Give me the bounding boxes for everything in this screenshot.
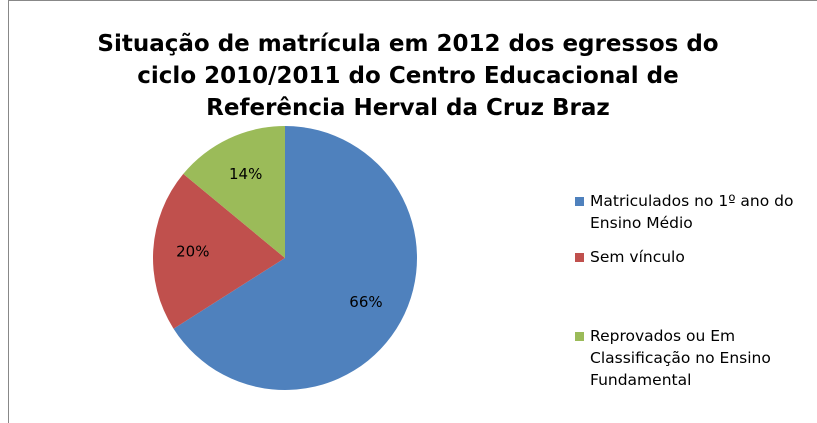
data-label: 66% <box>349 293 382 311</box>
legend-label: Reprovados ou Em Classificação no Ensino… <box>590 327 771 389</box>
pie-slice <box>183 126 285 258</box>
legend-label: Matriculados no 1º ano do Ensino Médio <box>590 192 794 232</box>
legend-swatch <box>575 197 584 206</box>
pie-slice <box>153 173 285 329</box>
legend-label: Sem vínculo <box>590 248 685 266</box>
legend-swatch <box>575 332 584 341</box>
data-label: 20% <box>176 243 209 261</box>
frame <box>8 0 817 423</box>
legend-swatch <box>575 253 584 262</box>
data-label: 14% <box>229 165 262 183</box>
pie-slice <box>173 126 417 391</box>
chart-title: Situação de matrícula em 2012 dos egress… <box>97 31 719 121</box>
